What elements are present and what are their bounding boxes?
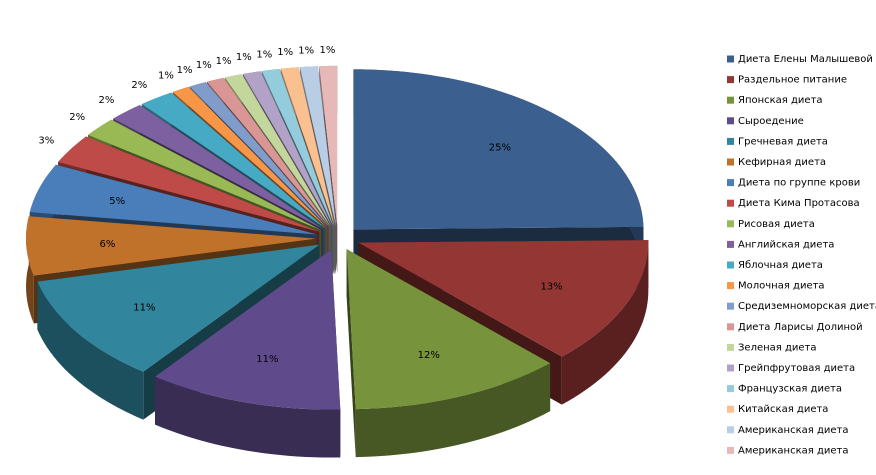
legend-swatch <box>727 426 734 434</box>
slice <box>207 77 330 227</box>
legend-swatch <box>727 117 734 125</box>
slice <box>189 82 329 228</box>
legend-swatch <box>727 76 734 84</box>
slice <box>155 249 341 410</box>
slice <box>29 164 317 235</box>
slice-outer-wall <box>355 363 551 458</box>
legend-swatch <box>727 385 734 393</box>
legend-swatch <box>727 137 734 145</box>
slice-radial-face <box>346 249 356 458</box>
legend-label: Американская диета <box>738 445 848 456</box>
legend-swatch <box>727 323 734 331</box>
legend-swatch <box>727 261 734 269</box>
data-label: 5% <box>109 196 125 207</box>
data-label: 1% <box>298 46 314 57</box>
data-label: 11% <box>256 354 278 365</box>
legend-swatch <box>727 282 734 290</box>
slice-outer-wall <box>155 376 341 458</box>
legend-swatch <box>727 302 734 310</box>
data-label: 11% <box>133 302 155 313</box>
legend-swatch <box>727 240 734 248</box>
slice <box>172 86 327 228</box>
legend-swatch <box>727 96 734 104</box>
slice <box>113 105 324 230</box>
data-label: 2% <box>98 95 114 106</box>
data-label: 1% <box>158 71 174 82</box>
legend-label: Зеленая диета <box>738 342 817 353</box>
slice <box>88 119 322 231</box>
data-label: 1% <box>277 47 293 58</box>
slice <box>280 67 335 227</box>
slice <box>358 240 649 357</box>
slice <box>58 136 320 232</box>
legend-label: Диета Ларисы Долиной <box>738 322 863 333</box>
slice <box>224 74 331 227</box>
data-label: 1% <box>256 49 272 60</box>
legend-label: Диета Елены Малышевой <box>738 54 873 65</box>
legend-swatch <box>727 343 734 351</box>
slice <box>141 92 326 229</box>
legend-swatch <box>727 199 734 207</box>
legend-label: Английская диета <box>738 239 834 250</box>
legend-label: Яблочная диета <box>738 260 823 271</box>
data-label: 2% <box>131 80 147 91</box>
legend-label: Кефирная диета <box>738 157 826 168</box>
slice-outer-wall <box>37 281 144 420</box>
slice <box>37 244 320 372</box>
legend-label: Сыроедение <box>738 116 804 127</box>
data-label: 1% <box>177 65 193 76</box>
legend-label: Диета Кима Протасова <box>738 198 860 209</box>
data-label: 25% <box>489 142 511 153</box>
legend-label: Американская диета <box>738 425 848 436</box>
legend-swatch <box>727 55 734 63</box>
slice <box>319 65 338 226</box>
slice <box>26 216 317 276</box>
slice <box>353 69 644 230</box>
data-label: 2% <box>69 112 85 123</box>
slice <box>299 66 336 226</box>
data-label: 1% <box>196 60 212 71</box>
legend-swatch <box>727 446 734 454</box>
data-label: 3% <box>38 136 54 147</box>
slice <box>243 71 332 227</box>
pie-tops: 25%13%12%11%11%6%5%3%2%2%2%1%1% 1% 1% 1% 1% 1… <box>26 45 649 410</box>
legend-swatch <box>727 405 734 413</box>
legend-label: Французская диета <box>738 384 842 395</box>
legend-label: Рисовая диета <box>738 219 815 230</box>
legend-label: Китайская диета <box>738 404 828 415</box>
data-label: 13% <box>540 281 562 292</box>
legend-label: Гречневая диета <box>738 136 828 147</box>
slice <box>346 249 551 410</box>
legend-swatch <box>727 220 734 228</box>
legend-label: Диета по группе крови <box>738 178 860 189</box>
data-label: 6% <box>100 239 116 250</box>
legend-label: Грейпфрутовая диета <box>738 363 855 374</box>
data-label: 1% <box>236 52 252 63</box>
legend-label: Молочная диета <box>738 281 825 292</box>
legend-label: Раздельное питание <box>738 75 847 86</box>
data-label: 1% <box>319 45 335 56</box>
legend-swatch <box>727 179 734 187</box>
legend-swatch <box>727 158 734 166</box>
slice-outer-wall <box>561 240 649 405</box>
slice <box>261 68 334 227</box>
legend-label: Средиземноморская диета <box>738 301 876 312</box>
legend-swatch <box>727 364 734 372</box>
legend: Диета Елены Малышевой Раздельное питание Я… <box>727 54 876 456</box>
legend-label: Японская диета <box>738 95 823 106</box>
data-label: 12% <box>418 350 440 361</box>
data-label: 1% <box>216 56 232 67</box>
